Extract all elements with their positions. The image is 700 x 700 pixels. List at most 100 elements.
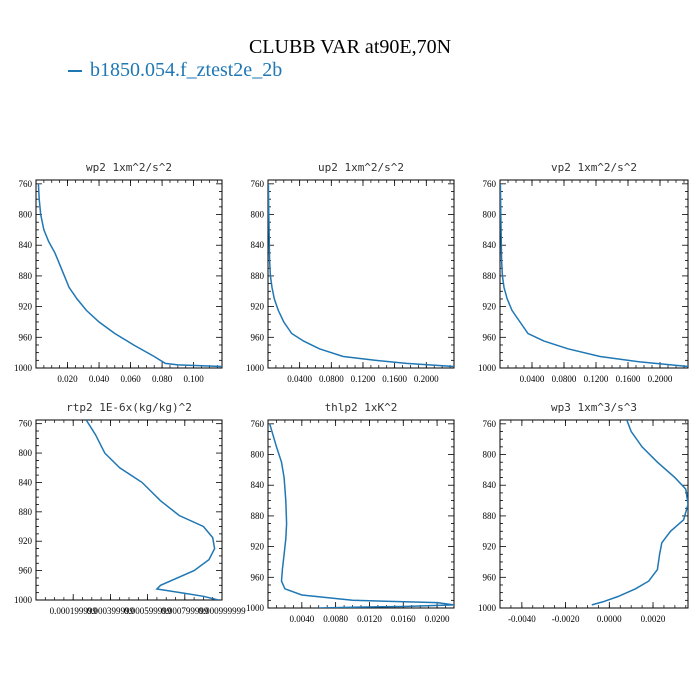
panel-title: wp2 1xm^2/s^2 [86, 161, 172, 174]
x-tick-label: 0.1600 [382, 374, 407, 384]
y-tick-label: 800 [251, 210, 265, 220]
y-tick-label: 1000 [14, 363, 33, 373]
y-tick-label: 880 [251, 511, 265, 521]
series-line-1 [268, 183, 454, 368]
series-line-1 [37, 183, 222, 368]
y-tick-label: 760 [19, 419, 33, 429]
y-tick-label: 760 [251, 419, 265, 429]
panel-title: thlp2 1xK^2 [325, 401, 398, 414]
legend-label: b1850.054.f_ztest2e_2b [90, 59, 283, 81]
series-line-1 [268, 423, 454, 608]
y-tick-label: 760 [19, 179, 33, 189]
y-tick-label: 1000 [14, 595, 33, 605]
x-tick-label: 0.2000 [648, 374, 673, 384]
x-tick-label: -0.0040 [508, 614, 536, 624]
legend: b1850.054.f_ztest2e_2b [68, 59, 282, 82]
legend-line-icon [68, 69, 82, 72]
series-line-1 [500, 183, 688, 368]
y-tick-label: 960 [251, 572, 265, 582]
y-tick-label: 960 [19, 332, 33, 342]
y-tick-label: 1000 [246, 603, 265, 613]
y-tick-label: 760 [483, 419, 497, 429]
y-tick-label: 960 [483, 572, 497, 582]
y-tick-label: 960 [483, 332, 497, 342]
panel-6: wp3 1xm^3/s^3 760 800 840 880 920 960 1000 -0.00… [478, 401, 689, 624]
plot-frame [499, 179, 689, 369]
y-tick-label: 800 [19, 448, 33, 458]
x-tick-label: 0.000399999 [87, 606, 135, 616]
x-tick-label: 0.080 [152, 374, 173, 384]
y-tick-label: 920 [19, 302, 33, 312]
x-tick-label: 0.0800 [319, 374, 344, 384]
y-tick-label: 800 [483, 210, 497, 220]
x-tick-label: 0.000599999 [124, 606, 172, 616]
plot-frame [35, 179, 223, 369]
y-tick-label: 840 [483, 480, 497, 490]
x-tick-label: 0.1600 [616, 374, 641, 384]
y-tick-label: 960 [19, 566, 33, 576]
panel-title: rtp2 1E-6x(kg/kg)^2 [66, 401, 192, 414]
y-tick-label: 1000 [478, 363, 497, 373]
y-tick-label: 920 [483, 542, 497, 552]
y-tick-label: 840 [19, 477, 33, 487]
x-tick-label: 0.0160 [391, 614, 416, 624]
y-tick-label: 800 [19, 210, 33, 220]
x-tick-label: 0.000799999 [161, 606, 209, 616]
y-tick-label: 920 [19, 536, 33, 546]
y-tick-label: 920 [251, 542, 265, 552]
y-tick-label: 960 [251, 332, 265, 342]
x-tick-label: 0.0020 [641, 614, 666, 624]
figure-title: CLUBB VAR at90E,70N [248, 36, 452, 58]
y-tick-label: 920 [483, 302, 497, 312]
y-tick-label: 920 [251, 302, 265, 312]
plot-frame [267, 179, 455, 369]
x-tick-label: 0.1200 [351, 374, 376, 384]
x-tick-label: 0.0080 [323, 614, 348, 624]
y-tick-label: 800 [251, 450, 265, 460]
y-tick-label: 760 [483, 179, 497, 189]
x-tick-label: 0.0000 [597, 614, 622, 624]
y-tick-label: 840 [251, 480, 265, 490]
x-tick-label: 0.020 [57, 374, 78, 384]
y-tick-label: 840 [19, 240, 33, 250]
x-tick-label: 0.100 [184, 374, 205, 384]
x-tick-label: 0.1200 [584, 374, 609, 384]
x-tick-label: 0.000199999 [50, 606, 98, 616]
x-tick-label: 0.0400 [287, 374, 312, 384]
y-tick-label: 880 [483, 511, 497, 521]
panel-4: rtp2 1E-6x(kg/kg)^2 760 800 840 880 920 960 100… [14, 401, 246, 616]
y-tick-label: 880 [483, 271, 497, 281]
y-tick-label: 840 [483, 240, 497, 250]
x-tick-label: 0.0800 [552, 374, 577, 384]
y-tick-label: 880 [251, 271, 265, 281]
plot-frame [499, 419, 689, 609]
panel-title: wp3 1xm^3/s^3 [551, 401, 637, 414]
x-tick-label: 0.0120 [357, 614, 382, 624]
x-tick-label: 0.040 [89, 374, 110, 384]
y-tick-label: 760 [251, 179, 265, 189]
plot-frame [35, 419, 223, 601]
x-tick-label: 0.000999999 [198, 606, 246, 616]
y-tick-label: 1000 [246, 363, 265, 373]
panel-3: vp2 1xm^2/s^2 760 800 840 880 920 960 1000 0.040… [478, 161, 689, 384]
panel-5: thlp2 1xK^2 760 800 840 880 920 960 1000 0.0040 0… [246, 401, 455, 624]
y-tick-label: 800 [483, 450, 497, 460]
x-tick-label: 0.0400 [520, 374, 545, 384]
series-line-1 [591, 420, 688, 606]
y-tick-label: 880 [19, 271, 33, 281]
series-line-1 [85, 420, 219, 600]
x-tick-label: -0.0020 [552, 614, 580, 624]
x-tick-label: 0.0200 [425, 614, 450, 624]
panel-1: wp2 1xm^2/s^2 760 800 840 880 920 960 1000 0.020… [14, 161, 223, 384]
x-tick-label: 0.060 [120, 374, 141, 384]
x-tick-label: 0.2000 [414, 374, 439, 384]
panel-2: up2 1xm^2/s^2 760 800 840 880 920 960 1000 0.040… [246, 161, 455, 384]
y-tick-label: 1000 [478, 603, 497, 613]
panel-title: vp2 1xm^2/s^2 [551, 161, 637, 174]
plot-frame [267, 419, 455, 609]
x-tick-label: 0.0040 [289, 614, 314, 624]
panel-title: up2 1xm^2/s^2 [318, 161, 404, 174]
y-tick-label: 840 [251, 240, 265, 250]
